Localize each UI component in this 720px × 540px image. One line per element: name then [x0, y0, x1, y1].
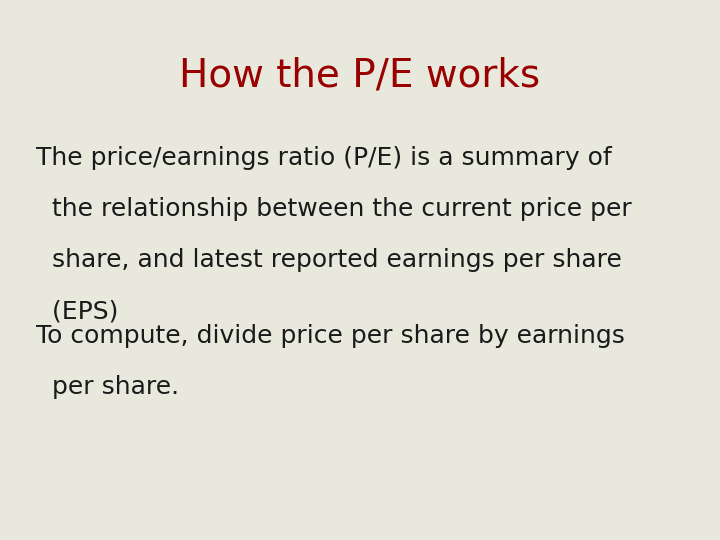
- Text: To compute, divide price per share by earnings: To compute, divide price per share by ea…: [36, 324, 625, 348]
- Text: the relationship between the current price per: the relationship between the current pri…: [36, 197, 631, 221]
- Text: per share.: per share.: [36, 375, 179, 399]
- Text: The price/earnings ratio (P/E) is a summary of: The price/earnings ratio (P/E) is a summ…: [36, 146, 612, 170]
- Text: (EPS): (EPS): [36, 300, 118, 323]
- Text: How the P/E works: How the P/E works: [179, 57, 541, 94]
- Text: share, and latest reported earnings per share: share, and latest reported earnings per …: [36, 248, 622, 272]
